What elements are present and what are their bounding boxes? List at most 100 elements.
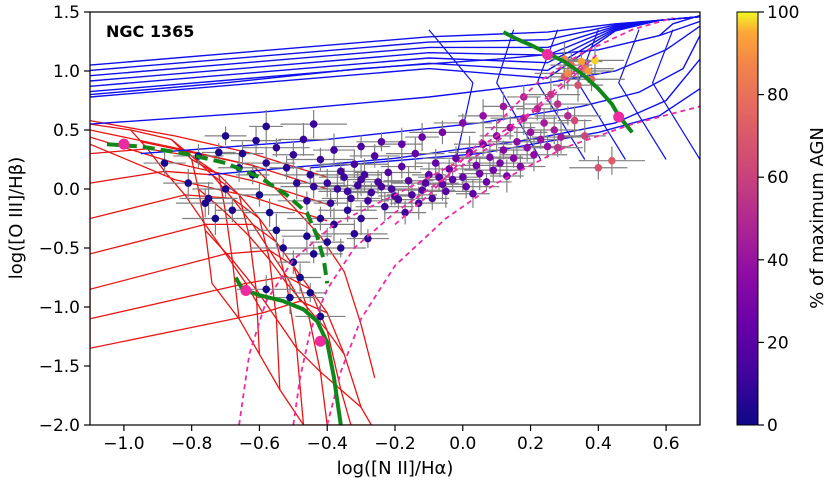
- data-point: [370, 152, 379, 160]
- data-point: [303, 232, 311, 240]
- y-tick-label: −0.5: [39, 239, 80, 259]
- data-point: [350, 230, 359, 238]
- agn-grid-line: [658, 14, 700, 37]
- data-point: [211, 214, 220, 223]
- data-point: [438, 180, 447, 189]
- data-point: [357, 214, 365, 223]
- colorbar-tick-label: 80: [767, 86, 789, 106]
- x-tick-label: 0.2: [517, 434, 544, 454]
- data-point: [580, 132, 589, 140]
- x-tick-label: 0.6: [653, 434, 680, 454]
- data-point: [221, 185, 230, 193]
- data-point: [330, 146, 338, 154]
- colorbar-tick-label: 0: [767, 416, 778, 436]
- colorbar-tick-label: 60: [767, 168, 789, 188]
- data-point: [306, 289, 315, 297]
- data-point: [479, 112, 487, 120]
- data-point: [160, 159, 169, 167]
- data-point: [445, 165, 454, 173]
- mixing-sequence-curve: [502, 30, 634, 134]
- mixing-sequence-curve: [106, 142, 330, 284]
- data-point: [326, 199, 335, 207]
- hii-grid-line: [90, 136, 328, 205]
- x-tick-label: −1.0: [103, 434, 144, 454]
- y-tick-label: −1.5: [39, 357, 80, 377]
- y-tick-label: −2.0: [39, 416, 80, 436]
- data-point: [540, 119, 548, 127]
- data-point: [367, 188, 376, 197]
- y-tick-label: 0.5: [53, 121, 80, 141]
- data-point: [364, 234, 372, 243]
- data-point: [442, 187, 450, 196]
- data-point: [408, 191, 416, 199]
- data-point: [401, 208, 409, 217]
- data-point: [347, 194, 355, 203]
- data-point: [350, 160, 359, 169]
- data-point: [431, 159, 440, 167]
- colorbar-ticks: 0 20 40 60 80 100: [758, 3, 799, 436]
- data-point: [462, 182, 470, 191]
- pink-marker: [542, 48, 553, 60]
- x-tick-label: −0.2: [374, 434, 415, 454]
- data-point: [499, 146, 508, 154]
- data-point: [536, 135, 545, 144]
- data-point: [387, 185, 396, 193]
- data-point: [435, 173, 443, 181]
- pink-marker: [613, 111, 625, 123]
- data-point: [377, 138, 386, 146]
- data-point: [340, 173, 348, 181]
- data-point: [201, 199, 210, 207]
- data-point: [438, 128, 447, 137]
- data-point: [262, 159, 271, 167]
- pink-dashed-curves: [238, 17, 700, 425]
- data-point: [489, 166, 498, 174]
- data-point: [336, 167, 345, 176]
- data-point: [577, 57, 586, 66]
- data-point: [425, 171, 433, 179]
- pink-marker: [118, 138, 130, 150]
- data-point: [252, 136, 260, 145]
- data-point: [184, 179, 193, 187]
- data-point: [262, 122, 271, 131]
- x-tick-label: 0.4: [585, 434, 612, 454]
- y-axis-label: log([O III]/Hβ): [6, 157, 27, 279]
- hii-grid-line: [211, 283, 372, 425]
- data-point: [364, 197, 372, 205]
- y-tick-label: 1.0: [53, 62, 80, 82]
- colorbar-tick-label: 40: [767, 251, 789, 271]
- pink-markers: [118, 48, 625, 347]
- data-point: [574, 81, 582, 89]
- hii-grid-line: [90, 119, 328, 178]
- pink-dashed-curve: [238, 64, 583, 425]
- agn-model-grid: [90, 14, 700, 176]
- data-point: [516, 162, 525, 171]
- hii-grid-line: [197, 188, 345, 355]
- data-point: [523, 143, 531, 152]
- data-point: [309, 182, 318, 191]
- colorbar-tick-label: 100: [767, 3, 799, 23]
- data-point: [353, 181, 362, 190]
- data-point: [384, 168, 393, 177]
- data-point: [608, 156, 616, 165]
- data-point: [452, 154, 460, 163]
- data-point: [323, 179, 332, 187]
- agn-grid-line: [651, 29, 700, 160]
- data-point: [550, 126, 559, 134]
- data-point: [316, 155, 325, 164]
- data-point: [394, 195, 403, 204]
- data-point: [557, 133, 565, 141]
- data-point: [448, 175, 457, 184]
- agn-grid-line: [496, 29, 542, 160]
- data-point: [496, 159, 504, 167]
- data-point: [292, 179, 301, 187]
- data-point: [411, 149, 420, 158]
- agn-grid-line: [90, 25, 700, 125]
- data-point: [458, 119, 467, 127]
- data-point: [296, 273, 304, 282]
- data-point: [299, 135, 308, 144]
- y-tick-label: 1.5: [53, 3, 80, 23]
- data-point: [374, 178, 382, 186]
- data-point: [309, 250, 318, 258]
- data-point: [526, 128, 535, 137]
